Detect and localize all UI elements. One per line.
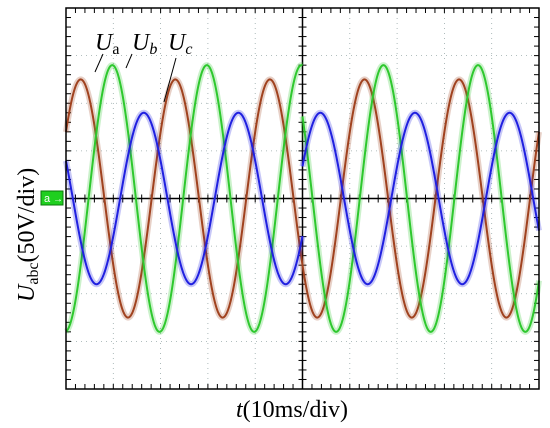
y-axis-label-sub: abc — [25, 262, 42, 284]
series-label-ub-main: U — [132, 30, 151, 56]
chart-traces — [63, 62, 542, 335]
svg-text:Ua: Ua — [95, 30, 119, 58]
x-axis-label: t(10ms/div) — [236, 397, 348, 423]
series-label-ua-leader — [94, 53, 104, 73]
series-label-ub-sub: b — [149, 41, 157, 58]
svg-text:Uc: Uc — [168, 30, 192, 58]
series-path-ua-0 — [65, 78, 540, 319]
series-path-ub-1 — [301, 64, 540, 333]
series-label-uc-leader — [163, 57, 177, 103]
series-label-ua: Ua — [94, 30, 119, 73]
y-axis-label-rest: (50V/div) — [14, 168, 40, 263]
series-path-uc-0 — [65, 111, 304, 286]
series-label-uc-sub: c — [185, 41, 192, 58]
series-line-ua — [63, 76, 542, 321]
channel-marker: a → — [40, 190, 64, 206]
y-axis-label-main: U — [14, 283, 40, 302]
series-path-ub-0 — [65, 64, 303, 333]
series-label-ub: Ub — [125, 30, 157, 69]
series-label-uc-main: U — [168, 30, 187, 56]
series-label-ua-sub: a — [112, 41, 119, 58]
plot-frame — [65, 7, 540, 390]
series-line-ub — [64, 62, 542, 335]
series-label-uc: Uc — [163, 30, 192, 103]
series-label-ua-main: U — [95, 30, 114, 56]
series-path-uc-1 — [301, 111, 540, 286]
series-line-uc — [63, 109, 542, 288]
series-label-ub-leader — [125, 53, 133, 69]
channel-marker-label: a — [44, 193, 51, 205]
svg-text:Ub: Ub — [132, 30, 157, 58]
svg-text:→: → — [53, 194, 63, 205]
y-axis-label: Uabc(50V/div) — [14, 168, 42, 302]
